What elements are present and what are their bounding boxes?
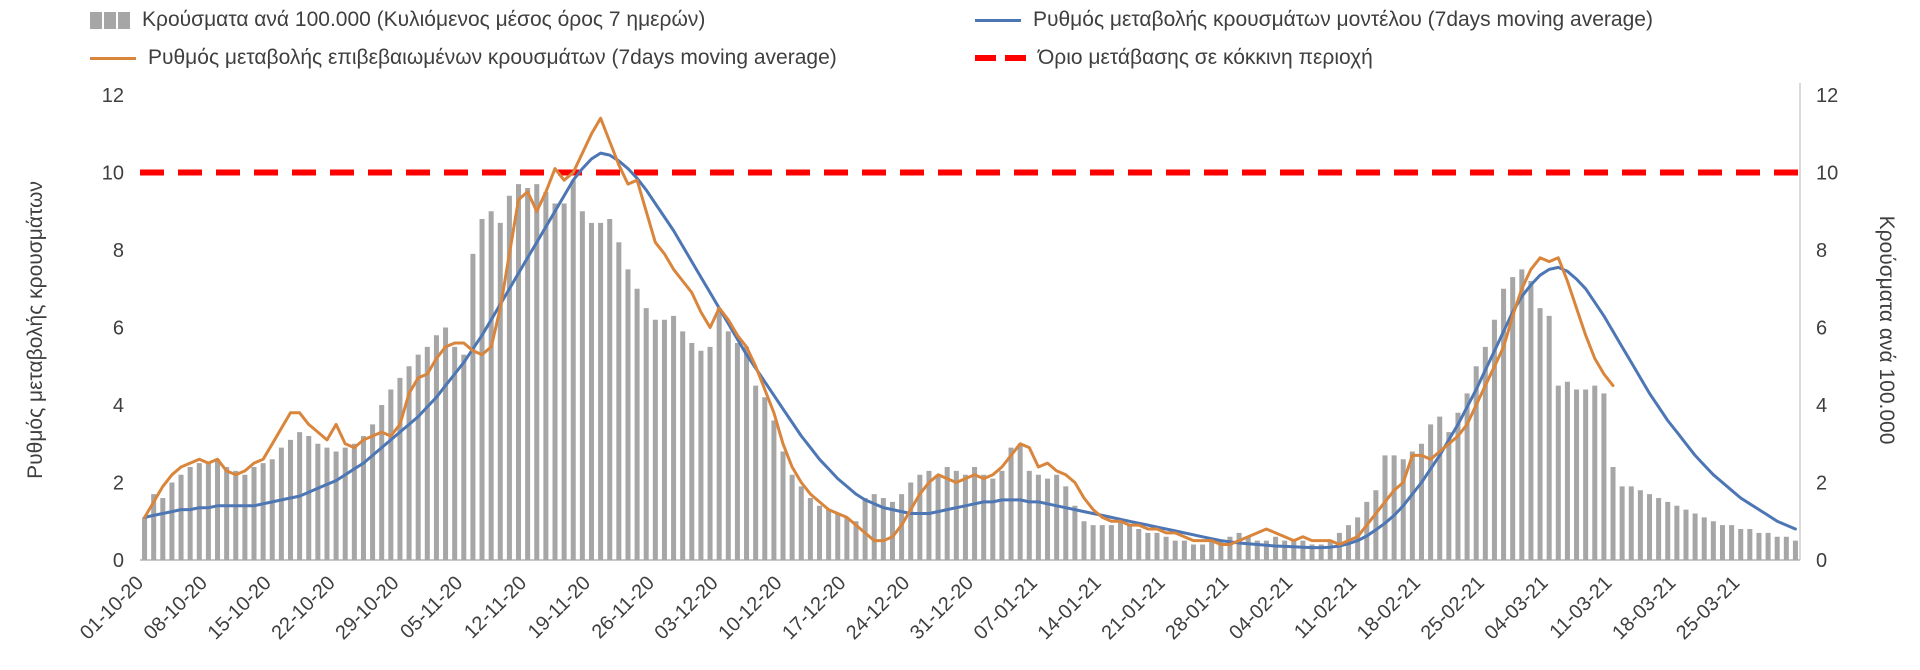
svg-text:03-12-20: 03-12-20 bbox=[651, 572, 723, 644]
svg-text:11-02-21: 11-02-21 bbox=[1290, 572, 1361, 643]
legend-label-threshold: Όριο μετάβασης σε κόκκινη περιοχή bbox=[1038, 46, 1373, 69]
svg-text:31-12-20: 31-12-20 bbox=[906, 572, 978, 644]
svg-text:04-02-21: 04-02-21 bbox=[1225, 572, 1297, 644]
svg-text:29-10-20: 29-10-20 bbox=[331, 572, 403, 644]
legend-label-bars: Κρούσματα ανά 100.000 (Κυλιόμενος μέσος … bbox=[142, 8, 706, 31]
svg-text:8: 8 bbox=[113, 240, 124, 262]
model-line-swatch-icon bbox=[975, 18, 1021, 22]
svg-text:0: 0 bbox=[113, 550, 124, 572]
legend-item-model: Ρυθμός μεταβολής κρουσμάτων μοντέλου (7d… bbox=[975, 8, 1653, 32]
svg-text:24-12-20: 24-12-20 bbox=[842, 572, 914, 644]
svg-text:26-11-20: 26-11-20 bbox=[588, 572, 659, 643]
svg-text:01-10-20: 01-10-20 bbox=[76, 572, 148, 644]
svg-text:18-03-21: 18-03-21 bbox=[1608, 572, 1680, 644]
svg-text:08-10-20: 08-10-20 bbox=[140, 572, 212, 644]
right-axis-title: Κρούσματα ανά 100.000 bbox=[1875, 215, 1898, 445]
svg-text:10-12-20: 10-12-20 bbox=[714, 572, 786, 644]
legend-item-bars: Κρούσματα ανά 100.000 (Κυλιόμενος μέσος … bbox=[90, 8, 705, 32]
confirmed-line-swatch-icon bbox=[90, 56, 136, 60]
svg-text:19-11-20: 19-11-20 bbox=[524, 572, 595, 643]
svg-text:10: 10 bbox=[1816, 163, 1838, 185]
svg-text:6: 6 bbox=[1816, 318, 1827, 340]
svg-text:10: 10 bbox=[102, 163, 124, 185]
svg-text:2: 2 bbox=[1816, 473, 1827, 495]
legend-item-confirmed: Ρυθμός μεταβολής επιβεβαιωμένων κρουσμάτ… bbox=[90, 46, 837, 70]
svg-text:4: 4 bbox=[113, 395, 124, 417]
svg-text:12: 12 bbox=[102, 85, 124, 107]
svg-text:07-01-21: 07-01-21 bbox=[970, 572, 1042, 644]
svg-text:2: 2 bbox=[113, 473, 124, 495]
left-axis-title: Ρυθμός μεταβολής κρουσμάτων bbox=[24, 181, 47, 479]
svg-text:04-03-21: 04-03-21 bbox=[1481, 572, 1553, 644]
svg-text:05-11-20: 05-11-20 bbox=[396, 572, 467, 643]
svg-text:28-01-21: 28-01-21 bbox=[1161, 572, 1233, 644]
threshold-dash-swatch-icon bbox=[975, 55, 1026, 61]
svg-text:21-01-21: 21-01-21 bbox=[1097, 572, 1169, 644]
legend-label-model: Ρυθμός μεταβολής κρουσμάτων μοντέλου (7d… bbox=[1033, 8, 1653, 31]
svg-text:17-12-20: 17-12-20 bbox=[778, 572, 850, 644]
svg-text:12: 12 bbox=[1816, 85, 1838, 107]
svg-text:25-02-21: 25-02-21 bbox=[1417, 572, 1489, 644]
svg-text:15-10-20: 15-10-20 bbox=[204, 572, 276, 644]
svg-text:12-11-20: 12-11-20 bbox=[460, 572, 531, 643]
svg-text:8: 8 bbox=[1816, 240, 1827, 262]
svg-text:11-03-21: 11-03-21 bbox=[1545, 572, 1616, 643]
bars-swatch-icon bbox=[90, 11, 130, 29]
legend-label-confirmed: Ρυθμός μεταβολής επιβεβαιωμένων κρουσμάτ… bbox=[148, 46, 837, 69]
svg-text:18-02-21: 18-02-21 bbox=[1353, 572, 1425, 644]
svg-text:4: 4 bbox=[1816, 395, 1827, 417]
svg-text:6: 6 bbox=[113, 318, 124, 340]
svg-text:25-03-21: 25-03-21 bbox=[1672, 572, 1744, 644]
svg-text:22-10-20: 22-10-20 bbox=[267, 572, 339, 644]
svg-text:0: 0 bbox=[1816, 550, 1827, 572]
legend-item-threshold: Όριο μετάβασης σε κόκκινη περιοχή bbox=[975, 46, 1373, 70]
svg-text:14-01-21: 14-01-21 bbox=[1034, 572, 1106, 644]
